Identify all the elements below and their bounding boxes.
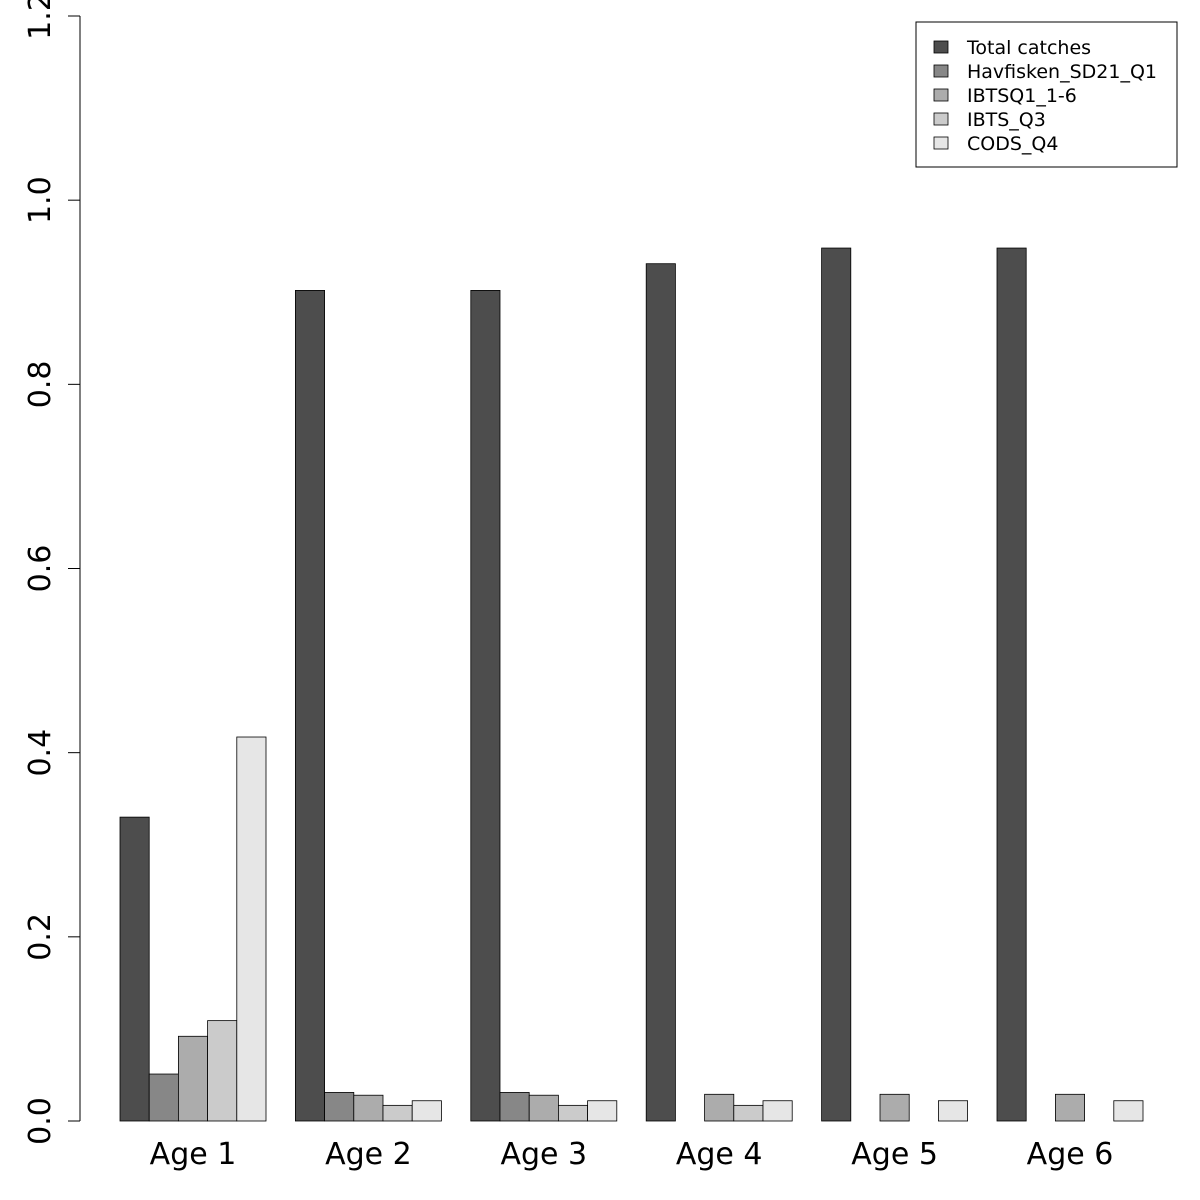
bar — [148, 1073, 179, 1122]
legend: Total catchesHavfisken_SD21_Q1IBTSQ1_1-6… — [915, 21, 1178, 168]
y-tick-label: 1.0 — [23, 176, 58, 224]
legend-label: Total catches — [966, 37, 1091, 59]
legend-label: IBTS_Q3 — [967, 109, 1046, 131]
y-tick-label: 0.0 — [23, 1097, 58, 1145]
x-category-label: Age 6 — [1027, 1137, 1114, 1172]
bar — [294, 290, 325, 1122]
bar — [704, 1093, 735, 1122]
x-category-label: Age 4 — [676, 1137, 763, 1172]
bar — [411, 1100, 442, 1122]
legend-label: CODS_Q4 — [967, 133, 1058, 155]
x-category-label: Age 3 — [500, 1137, 587, 1172]
bar — [177, 1035, 208, 1122]
y-tick-label: 0.4 — [23, 729, 58, 777]
legend-box — [915, 21, 1178, 168]
bar — [499, 1092, 530, 1122]
y-tick-label: 1.2 — [23, 0, 58, 40]
x-category-label: Age 2 — [325, 1137, 412, 1172]
category-labels: Age 1 Age 2 Age 3 Age 4 Age 5 Age 6 — [150, 1137, 1114, 1172]
bar — [558, 1104, 589, 1122]
bar — [762, 1100, 793, 1122]
y-tick-label: 0.8 — [23, 360, 58, 408]
bar — [236, 736, 267, 1122]
bar — [821, 247, 852, 1122]
x-category-label: Age 1 — [150, 1137, 237, 1172]
bar — [528, 1094, 559, 1122]
bar — [1113, 1100, 1144, 1122]
bar — [207, 1020, 238, 1122]
legend-swatch — [933, 64, 949, 78]
legend-swatch — [933, 112, 949, 126]
bar — [382, 1104, 413, 1122]
legend-swatch — [933, 40, 949, 54]
bar — [1055, 1093, 1086, 1122]
bar — [996, 247, 1027, 1122]
bar — [353, 1094, 384, 1122]
bar — [938, 1100, 969, 1122]
bar — [119, 816, 150, 1122]
bar — [733, 1104, 764, 1122]
x-category-label: Age 5 — [851, 1137, 938, 1172]
bar — [587, 1100, 618, 1122]
legend-swatch — [933, 136, 949, 150]
bar — [879, 1093, 910, 1122]
legend-swatch — [933, 88, 949, 102]
bars-group — [119, 247, 1144, 1122]
legend-label: Havfisken_SD21_Q1 — [967, 61, 1157, 83]
bar — [470, 290, 501, 1122]
y-tick-label: 0.2 — [23, 913, 58, 961]
bar — [324, 1092, 355, 1122]
y-axis: 0.0 0.2 0.4 0.6 0.8 1.0 1.2 — [23, 0, 81, 1145]
y-tick-label: 0.6 — [23, 545, 58, 593]
bar — [645, 263, 676, 1122]
legend-label: IBTSQ1_1-6 — [967, 85, 1077, 107]
